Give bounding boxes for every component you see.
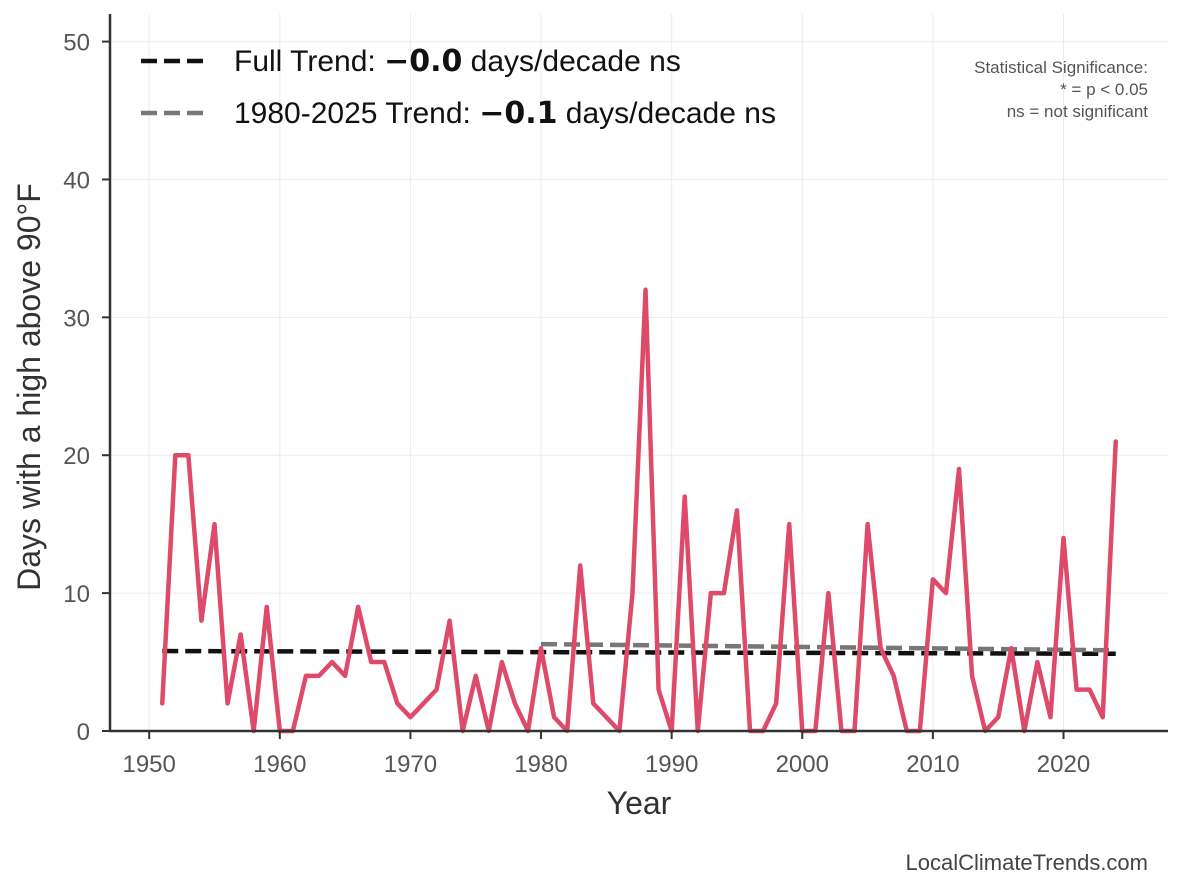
x-tick-label: 1970 (384, 751, 437, 778)
axes (108, 14, 1168, 733)
y-tick-label: 30 (63, 305, 90, 332)
y-tick-label: 40 (63, 167, 90, 194)
x-tick-label: 1990 (645, 751, 698, 778)
full-trend-line (162, 648, 1116, 657)
series-line (160, 287, 1118, 734)
significance-line: Statistical Significance: (974, 58, 1148, 77)
legend: Full Trend: −0.0 days/decade ns 1980-2025… (141, 44, 776, 131)
y-tick-label: 0 (77, 719, 90, 746)
x-tick-label: 1980 (514, 751, 567, 778)
credit-text: LocalClimateTrends.com (906, 850, 1149, 875)
x-axis-title: Year (607, 785, 672, 821)
x-tick-label: 2020 (1037, 751, 1090, 778)
recent-trend-line (541, 641, 1116, 653)
grid (110, 14, 1168, 732)
y-tick-label: 20 (63, 443, 90, 470)
data-series (160, 287, 1118, 734)
x-tick-label: 2000 (776, 751, 829, 778)
y-tick-label: 10 (63, 581, 90, 608)
y-axis-title: Days with a high above 90°F (11, 183, 47, 591)
significance-line: ns = not significant (1007, 102, 1149, 121)
x-tick-label: 1960 (253, 751, 306, 778)
legend-label: Full Trend: −0.0 days/decade ns (234, 44, 681, 79)
y-tick-label: 50 (63, 30, 90, 57)
trend-lines (162, 641, 1116, 657)
x-tick-label: 1950 (122, 751, 175, 778)
x-axis-ticks: 1950 1960 1970 1980 1990 2000 2010 2020 (122, 731, 1090, 778)
significance-line: * = p < 0.05 (1060, 80, 1148, 99)
significance-note: Statistical Significance: * = p < 0.05 ns … (974, 58, 1148, 121)
legend-label: 1980-2025 Trend: −0.1 days/decade ns (234, 96, 776, 131)
y-axis-ticks: 0 10 20 30 40 50 (63, 30, 110, 746)
x-tick-label: 2010 (906, 751, 959, 778)
